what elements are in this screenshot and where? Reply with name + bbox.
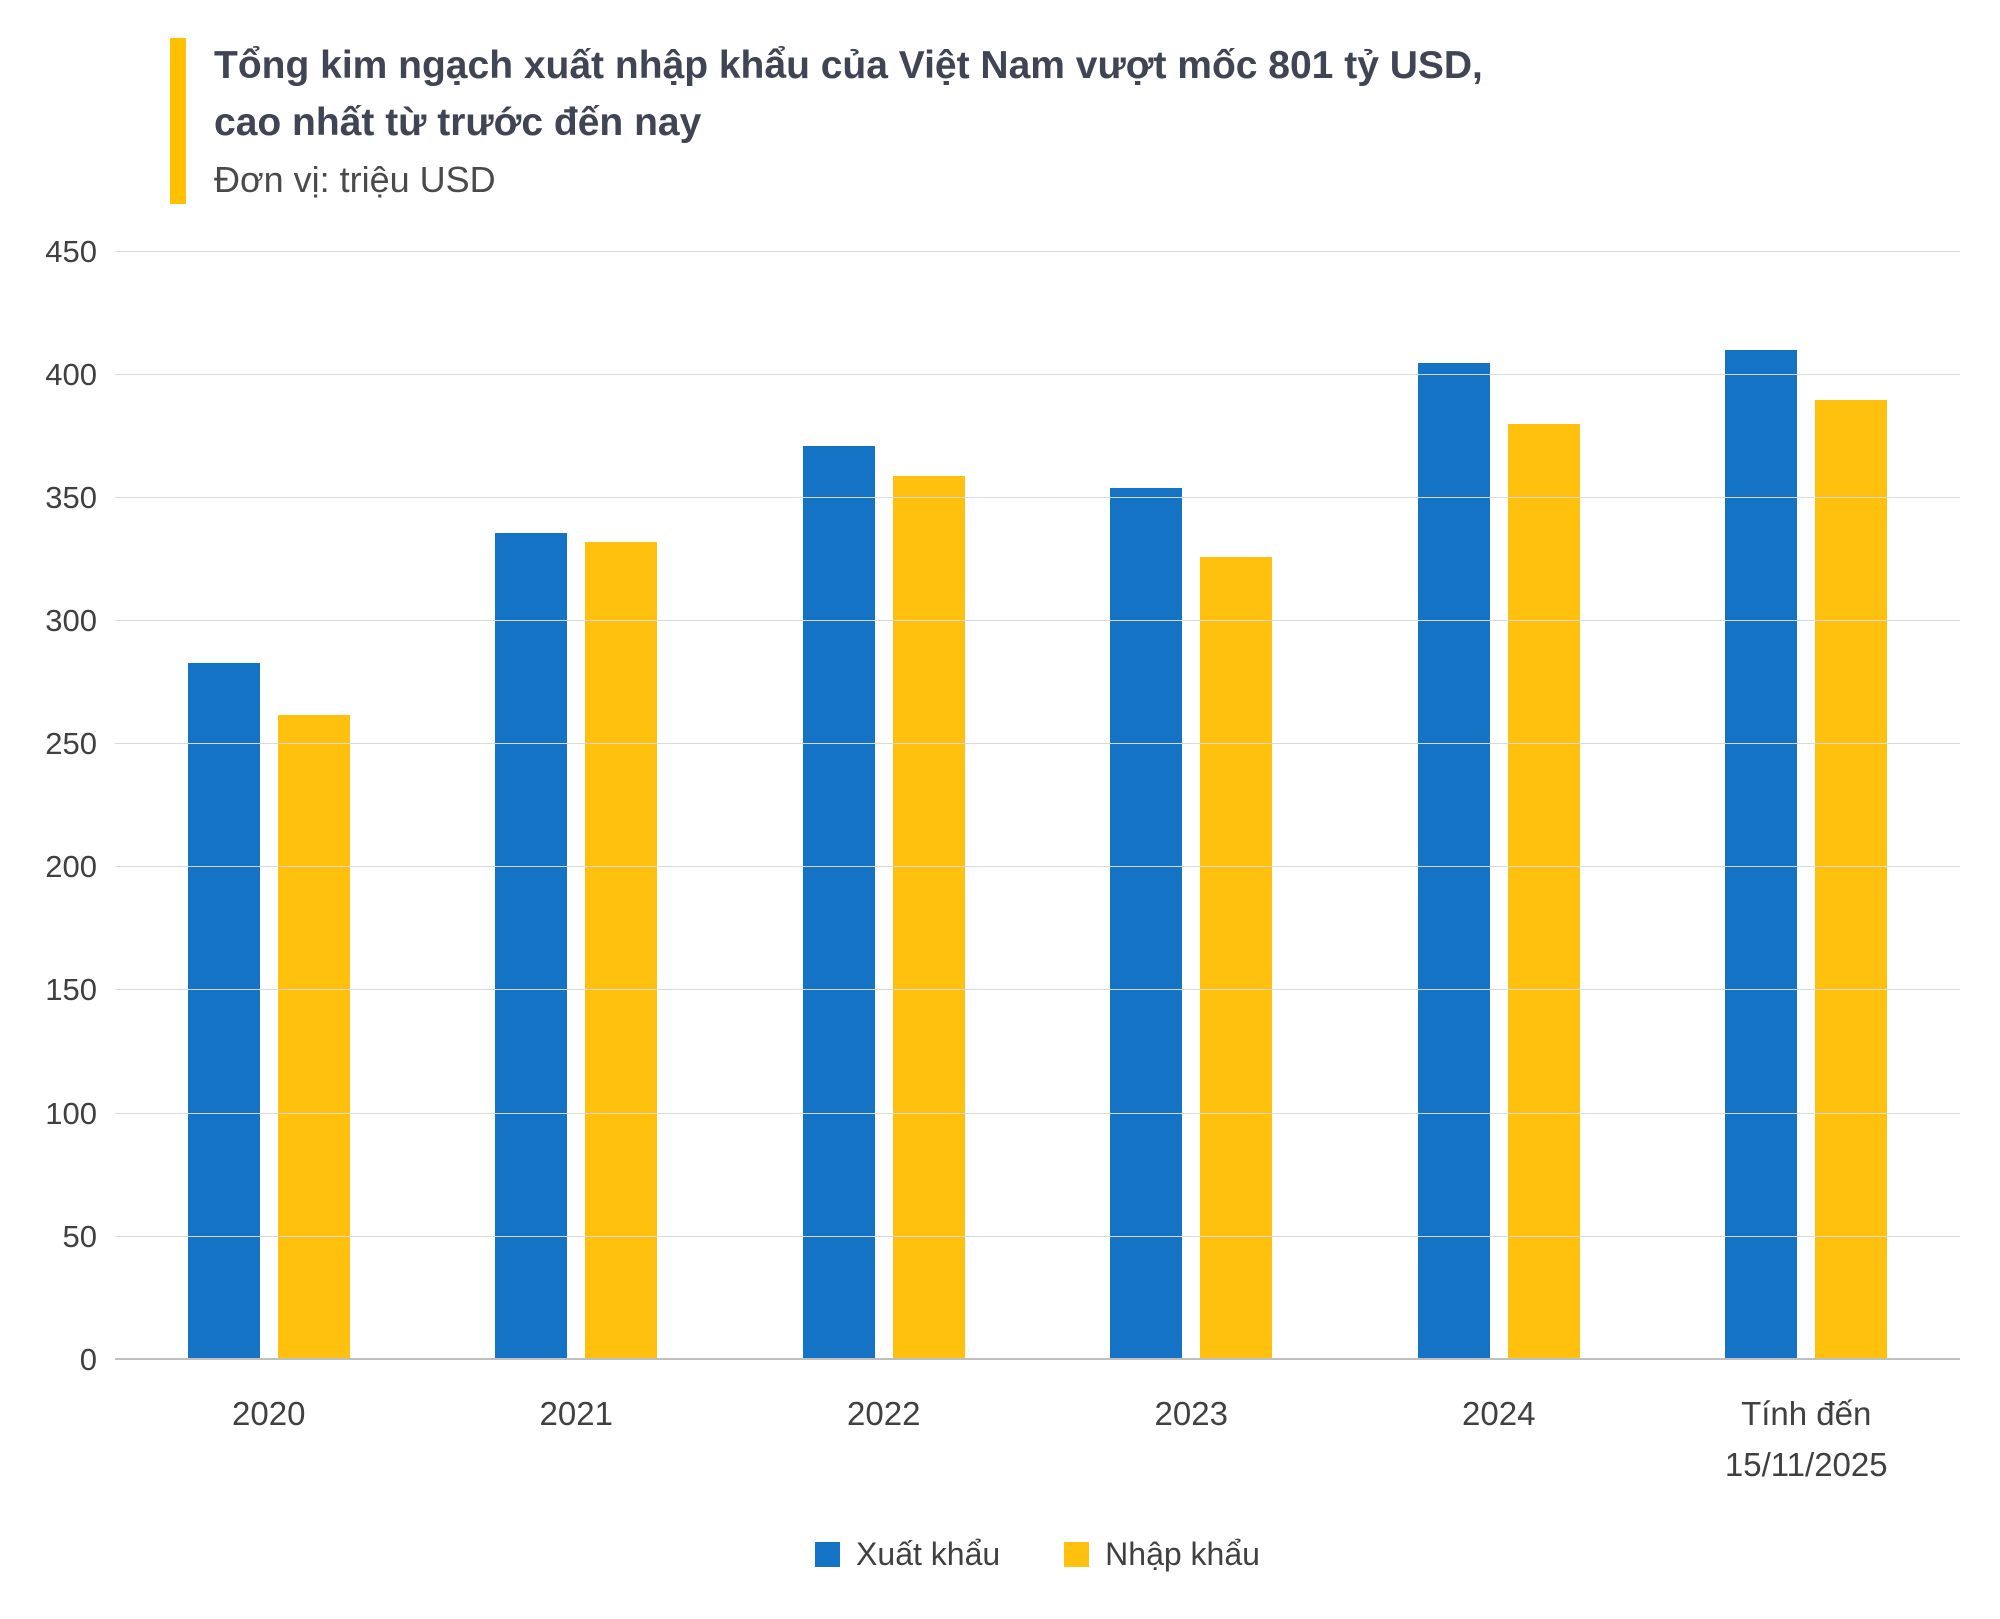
bar [1110,488,1183,1360]
chart-subtitle: Đơn vị: triệu USD [214,159,496,201]
y-tick-label: 0 [79,1341,97,1377]
bar-chart: 0 50 100 150 200 250 300 350 400 450 2020 2021 2022… [20,234,1960,1599]
gridline [115,866,1960,868]
bar [892,475,965,1360]
y-tick-label: 300 [45,603,97,639]
chart-title: Tổng kim ngạch xuất nhập khẩu của Việt N… [214,44,1483,144]
gridline [115,497,1960,499]
bar [495,532,568,1360]
gridline [115,373,1960,375]
y-tick-label: 450 [45,233,97,269]
x-axis: 2020 2021 2022 2023 2024 Tính đến 15/11/2025 [115,1388,1960,1490]
bar-group [115,252,423,1360]
y-tick-label: 400 [45,356,97,392]
gridline [115,1112,1960,1114]
bar-groups [115,252,1960,1360]
bar [187,663,260,1360]
bar-group [1653,252,1961,1360]
y-tick-label: 100 [45,1095,97,1131]
bar-group [730,252,1038,1360]
bar [585,542,658,1360]
bar-group [423,252,731,1360]
y-tick-label: 150 [45,972,97,1008]
legend-swatch [1064,1542,1090,1567]
bar [1417,362,1490,1360]
plot-row: 0 50 100 150 200 250 300 350 400 450 [20,234,1960,1377]
gridline [115,743,1960,745]
y-tick-label: 50 [62,1218,97,1254]
x-axis-line [115,1357,1960,1360]
y-tick-label: 250 [45,726,97,762]
gridline [115,1235,1960,1237]
gridline [115,250,1960,252]
x-category-label: 2021 [539,1394,613,1432]
bar [277,714,350,1360]
y-tick-label: 350 [45,480,97,516]
bar [1200,557,1273,1360]
bar [1507,424,1580,1360]
x-category-label: 2022 [847,1394,921,1432]
legend: Xuất khẩu Nhập khẩu [115,1536,1960,1573]
x-category-label: 2020 [232,1394,306,1432]
legend-item: Xuất khẩu [815,1536,1000,1573]
bar [1725,350,1798,1360]
y-tick-label: 200 [45,849,97,885]
legend-label: Xuất khẩu [856,1536,1001,1572]
bar-group [1038,252,1346,1360]
x-category-label: 2023 [1154,1394,1228,1432]
title-accent-bar [170,38,186,204]
gridline [115,989,1960,991]
x-category-label: 2024 [1462,1394,1536,1432]
x-category-label: Tính đến 15/11/2025 [1724,1394,1888,1483]
chart-header: Tổng kim ngạch xuất nhập khẩu của Việt N… [170,38,1960,204]
legend-label: Nhập khẩu [1105,1536,1260,1572]
bar [1815,399,1888,1360]
legend-swatch [815,1542,841,1567]
y-axis: 0 50 100 150 200 250 300 350 400 450 [20,234,115,1377]
header-text: Tổng kim ngạch xuất nhập khẩu của Việt N… [214,38,1494,204]
bar [802,446,875,1360]
gridline [115,620,1960,622]
plot-area [115,250,1960,1360]
bar-group [1345,252,1653,1360]
legend-item: Nhập khẩu [1064,1536,1260,1573]
